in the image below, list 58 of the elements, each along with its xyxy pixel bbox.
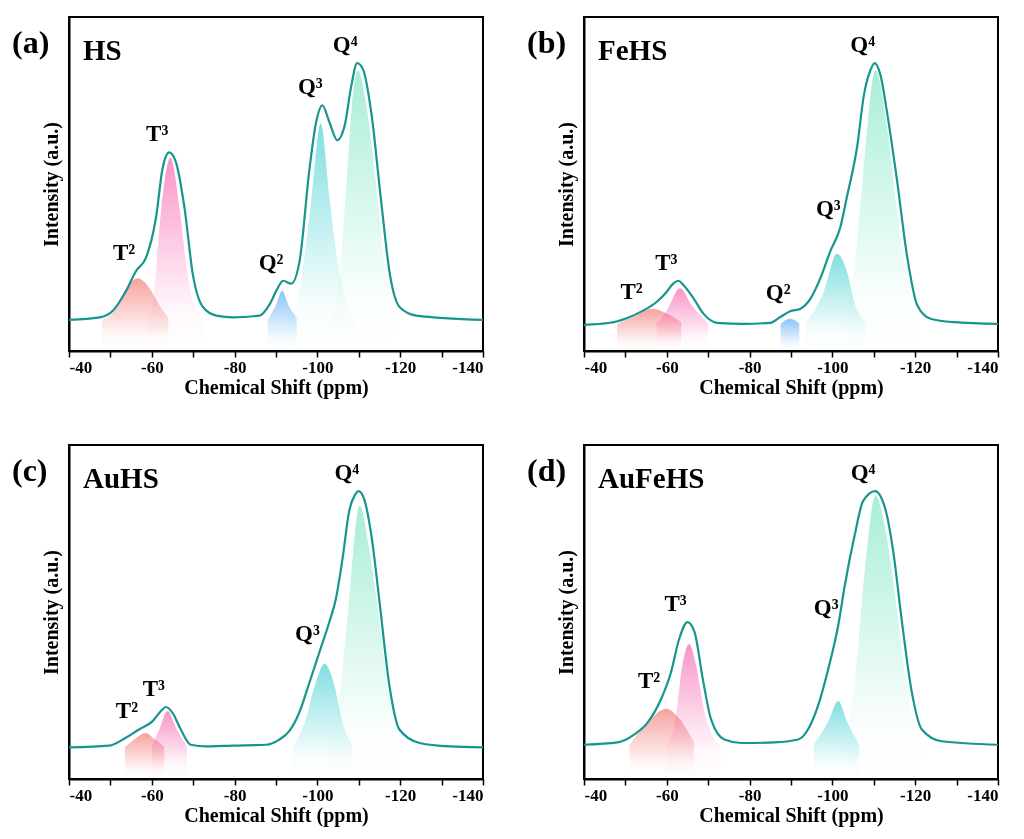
annotation: Q³ (815, 196, 841, 222)
x-tick-label: -100 (817, 357, 849, 377)
annotation: Q⁴ (850, 32, 876, 58)
x-axis-title: Chemical Shift (ppm) (184, 803, 369, 827)
x-tick-label: -140 (452, 357, 484, 377)
y-axis-title: Intensity (a.u.) (39, 121, 63, 248)
x-tick-label: -120 (385, 785, 417, 805)
y-axis-title: Intensity (a.u.) (39, 549, 63, 676)
chart-title: (c) (12, 452, 48, 488)
x-axis-title: Chemical Shift (ppm) (699, 803, 884, 827)
x-tick-label: -140 (967, 357, 999, 377)
annotation: Q³ (297, 74, 323, 100)
x-tick-label: -40 (584, 785, 608, 805)
x-tick-label: -60 (140, 785, 164, 805)
annotation: T³ (655, 249, 678, 275)
x-tick-label: -100 (302, 785, 334, 805)
x-axis-title: Chemical Shift (ppm) (184, 375, 369, 399)
annotation: T² (115, 698, 139, 724)
annotation: T³ (142, 676, 166, 702)
x-tick-label: -80 (738, 357, 762, 377)
x-tick-label: -140 (452, 785, 484, 805)
annotation: Q² (258, 249, 284, 275)
chart-subtitle: AuHS (83, 462, 159, 494)
x-tick-label: -40 (69, 785, 93, 805)
annotation: T² (637, 668, 661, 694)
annotation: Q⁴ (850, 460, 876, 486)
chart-subtitle: HS (83, 34, 122, 66)
chart-subtitle: AuFeHS (598, 462, 705, 494)
x-tick-label: -80 (738, 785, 762, 805)
annotation: Q² (765, 280, 791, 306)
chart-title: (d) (527, 452, 567, 488)
x-tick-label: -60 (655, 357, 679, 377)
x-tick-label: -100 (817, 785, 849, 805)
chart-subtitle: FeHS (598, 34, 668, 66)
chart-title: (a) (12, 24, 50, 60)
annotation: T² (620, 279, 643, 305)
x-tick-label: -100 (302, 357, 334, 377)
annotation: Q⁴ (334, 460, 360, 486)
annotation: Q⁴ (332, 32, 358, 58)
annotation: T² (112, 239, 136, 265)
y-axis-title: Intensity (a.u.) (554, 549, 578, 676)
annotation: T³ (146, 121, 169, 147)
y-axis-title: Intensity (a.u.) (554, 121, 578, 248)
x-tick-label: -60 (655, 785, 679, 805)
annotation: Q³ (295, 621, 320, 647)
x-tick-label: -80 (223, 785, 247, 805)
annotation: Q³ (813, 594, 839, 620)
x-axis-title: Chemical Shift (ppm) (699, 375, 884, 399)
x-tick-label: -80 (223, 357, 247, 377)
x-tick-label: -120 (900, 785, 932, 805)
x-tick-label: -60 (140, 357, 164, 377)
x-tick-label: -120 (385, 357, 417, 377)
chart-title: (b) (527, 24, 567, 60)
x-tick-label: -40 (584, 357, 608, 377)
annotation: T³ (664, 591, 687, 617)
x-tick-label: -140 (967, 785, 999, 805)
x-tick-label: -40 (69, 357, 93, 377)
x-tick-label: -120 (900, 357, 932, 377)
